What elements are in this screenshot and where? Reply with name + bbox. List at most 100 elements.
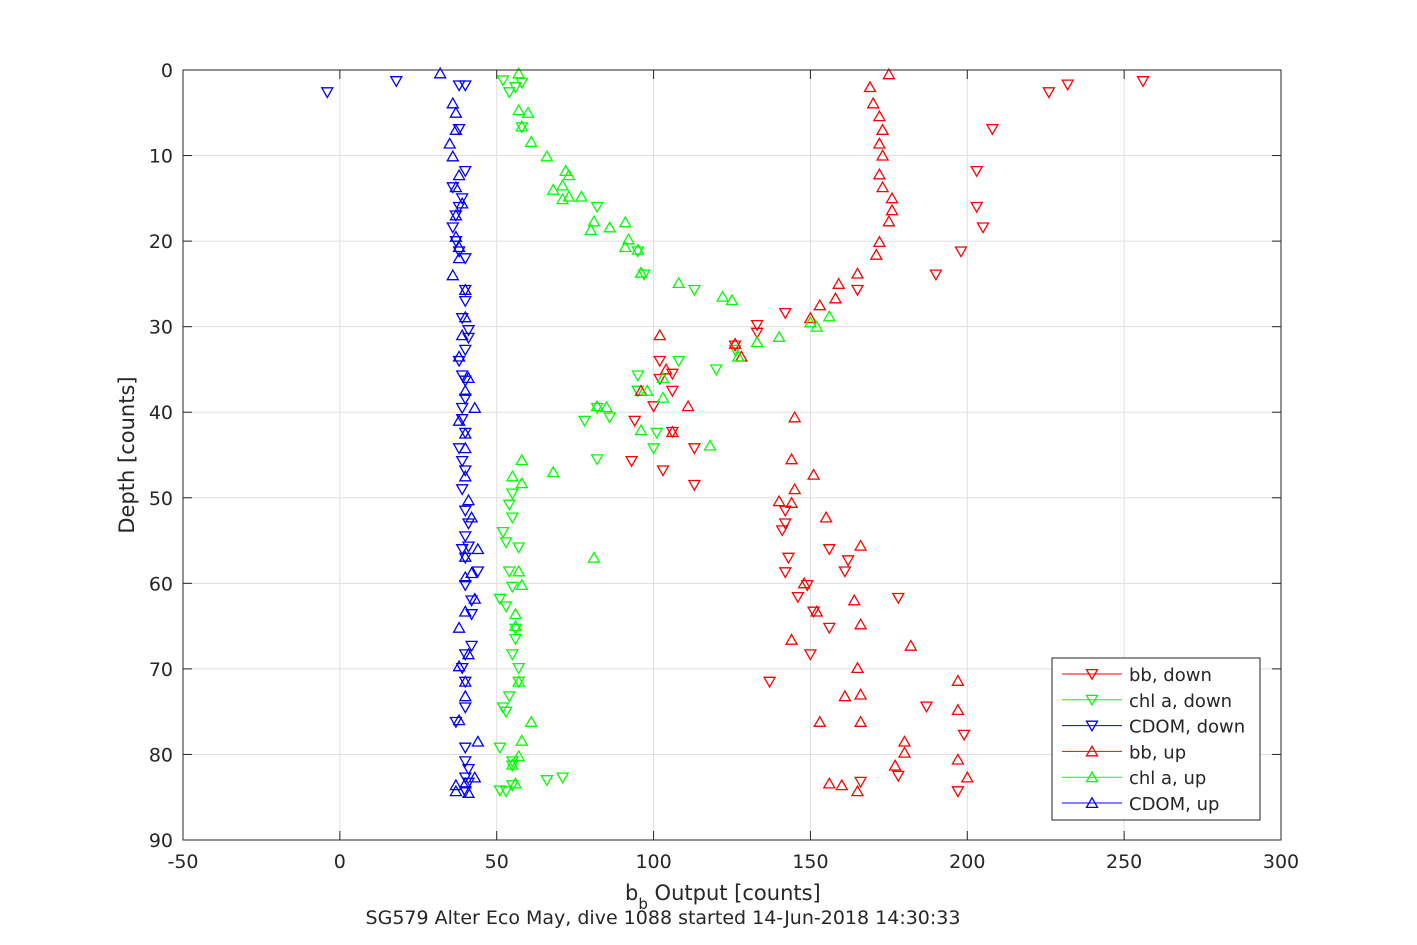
data-point xyxy=(872,235,887,248)
data-point xyxy=(555,772,570,785)
data-point xyxy=(646,401,661,413)
data-point xyxy=(461,763,476,776)
data-point xyxy=(461,786,476,798)
data-point xyxy=(762,676,777,689)
data-point xyxy=(603,412,617,424)
data-point xyxy=(455,484,469,496)
data-point xyxy=(458,469,472,482)
data-point xyxy=(458,427,472,439)
data-point xyxy=(499,601,513,614)
data-point xyxy=(750,319,764,332)
data-point xyxy=(458,384,472,396)
plot-frame xyxy=(182,69,1282,841)
y-tick-label: 10 xyxy=(149,146,173,168)
data-point xyxy=(555,178,570,191)
data-point xyxy=(847,593,861,606)
data-point xyxy=(1136,76,1150,88)
chart-subtitle: SG579 Alter Eco May, dive 1088 started 1… xyxy=(366,907,961,929)
data-point xyxy=(618,240,632,253)
data-point xyxy=(653,355,667,368)
data-point xyxy=(455,402,469,415)
data-point xyxy=(976,222,990,234)
data-point xyxy=(838,566,852,578)
data-point xyxy=(603,220,617,233)
data-point xyxy=(888,758,902,771)
data-point xyxy=(750,335,764,348)
data-point xyxy=(853,687,868,700)
data-point xyxy=(891,592,905,605)
data-point xyxy=(784,496,799,508)
data-point xyxy=(951,674,965,686)
data-point xyxy=(464,566,479,579)
data-point xyxy=(471,735,485,747)
data-point xyxy=(656,371,670,384)
data-point xyxy=(656,465,670,477)
data-point xyxy=(562,168,576,181)
data-point xyxy=(452,251,466,264)
data-point xyxy=(853,776,868,789)
data-point xyxy=(521,106,535,118)
data-point xyxy=(512,66,526,79)
data-point xyxy=(449,106,463,118)
data-point xyxy=(461,332,476,345)
data-point xyxy=(562,190,576,202)
data-point xyxy=(709,364,723,377)
data-point xyxy=(775,525,789,537)
data-point xyxy=(778,567,792,579)
data-point xyxy=(797,576,811,589)
data-point xyxy=(452,168,466,181)
data-point xyxy=(631,385,645,398)
data-point xyxy=(803,315,818,328)
data-point xyxy=(458,375,472,388)
data-point xyxy=(897,735,912,747)
data-point xyxy=(502,499,516,512)
data-point xyxy=(508,633,523,646)
data-point xyxy=(885,203,899,216)
data-point xyxy=(449,208,463,221)
data-point xyxy=(850,661,865,674)
data-point xyxy=(446,268,460,281)
data-point xyxy=(960,770,974,783)
data-point xyxy=(725,293,739,306)
data-point xyxy=(468,592,482,604)
data-point xyxy=(452,621,466,633)
y-tick-label: 40 xyxy=(149,402,173,424)
data-point xyxy=(803,311,818,324)
data-point xyxy=(728,337,742,349)
data-point xyxy=(866,96,880,109)
data-point xyxy=(468,770,482,783)
data-point xyxy=(919,701,934,714)
data-point xyxy=(458,570,472,583)
y-tick-label: 70 xyxy=(149,659,173,681)
data-point xyxy=(590,402,604,415)
data-point xyxy=(850,267,865,279)
data-point xyxy=(634,423,648,436)
data-point xyxy=(659,362,673,375)
y-tick-label: 90 xyxy=(149,830,173,852)
tick-labels: -50 0 50 100 150 200 250 300 0 10 20 30 40 50 60 70 80 90 xyxy=(149,60,1299,873)
data-point xyxy=(449,180,463,193)
x-tick-label: 50 xyxy=(485,851,509,873)
data-point xyxy=(624,455,639,468)
data-point xyxy=(458,393,472,406)
data-point xyxy=(512,675,526,687)
x-axis-label-subscript: b xyxy=(638,895,648,913)
data-point xyxy=(672,355,686,368)
legend-box xyxy=(1051,657,1261,821)
data-point xyxy=(822,309,836,322)
data-point xyxy=(458,689,472,702)
x-axis-label: bb Output [counts] xyxy=(625,881,821,913)
data-point xyxy=(502,87,516,99)
data-point xyxy=(813,715,827,727)
data-point xyxy=(810,604,824,617)
data-point xyxy=(452,659,466,672)
data-point xyxy=(455,662,469,675)
data-point xyxy=(461,325,476,337)
data-point xyxy=(853,617,868,630)
data-point xyxy=(320,87,334,99)
data-point xyxy=(828,291,843,304)
data-point xyxy=(458,441,472,454)
data-point xyxy=(800,579,814,592)
data-point xyxy=(791,591,805,604)
data-point xyxy=(634,384,648,396)
